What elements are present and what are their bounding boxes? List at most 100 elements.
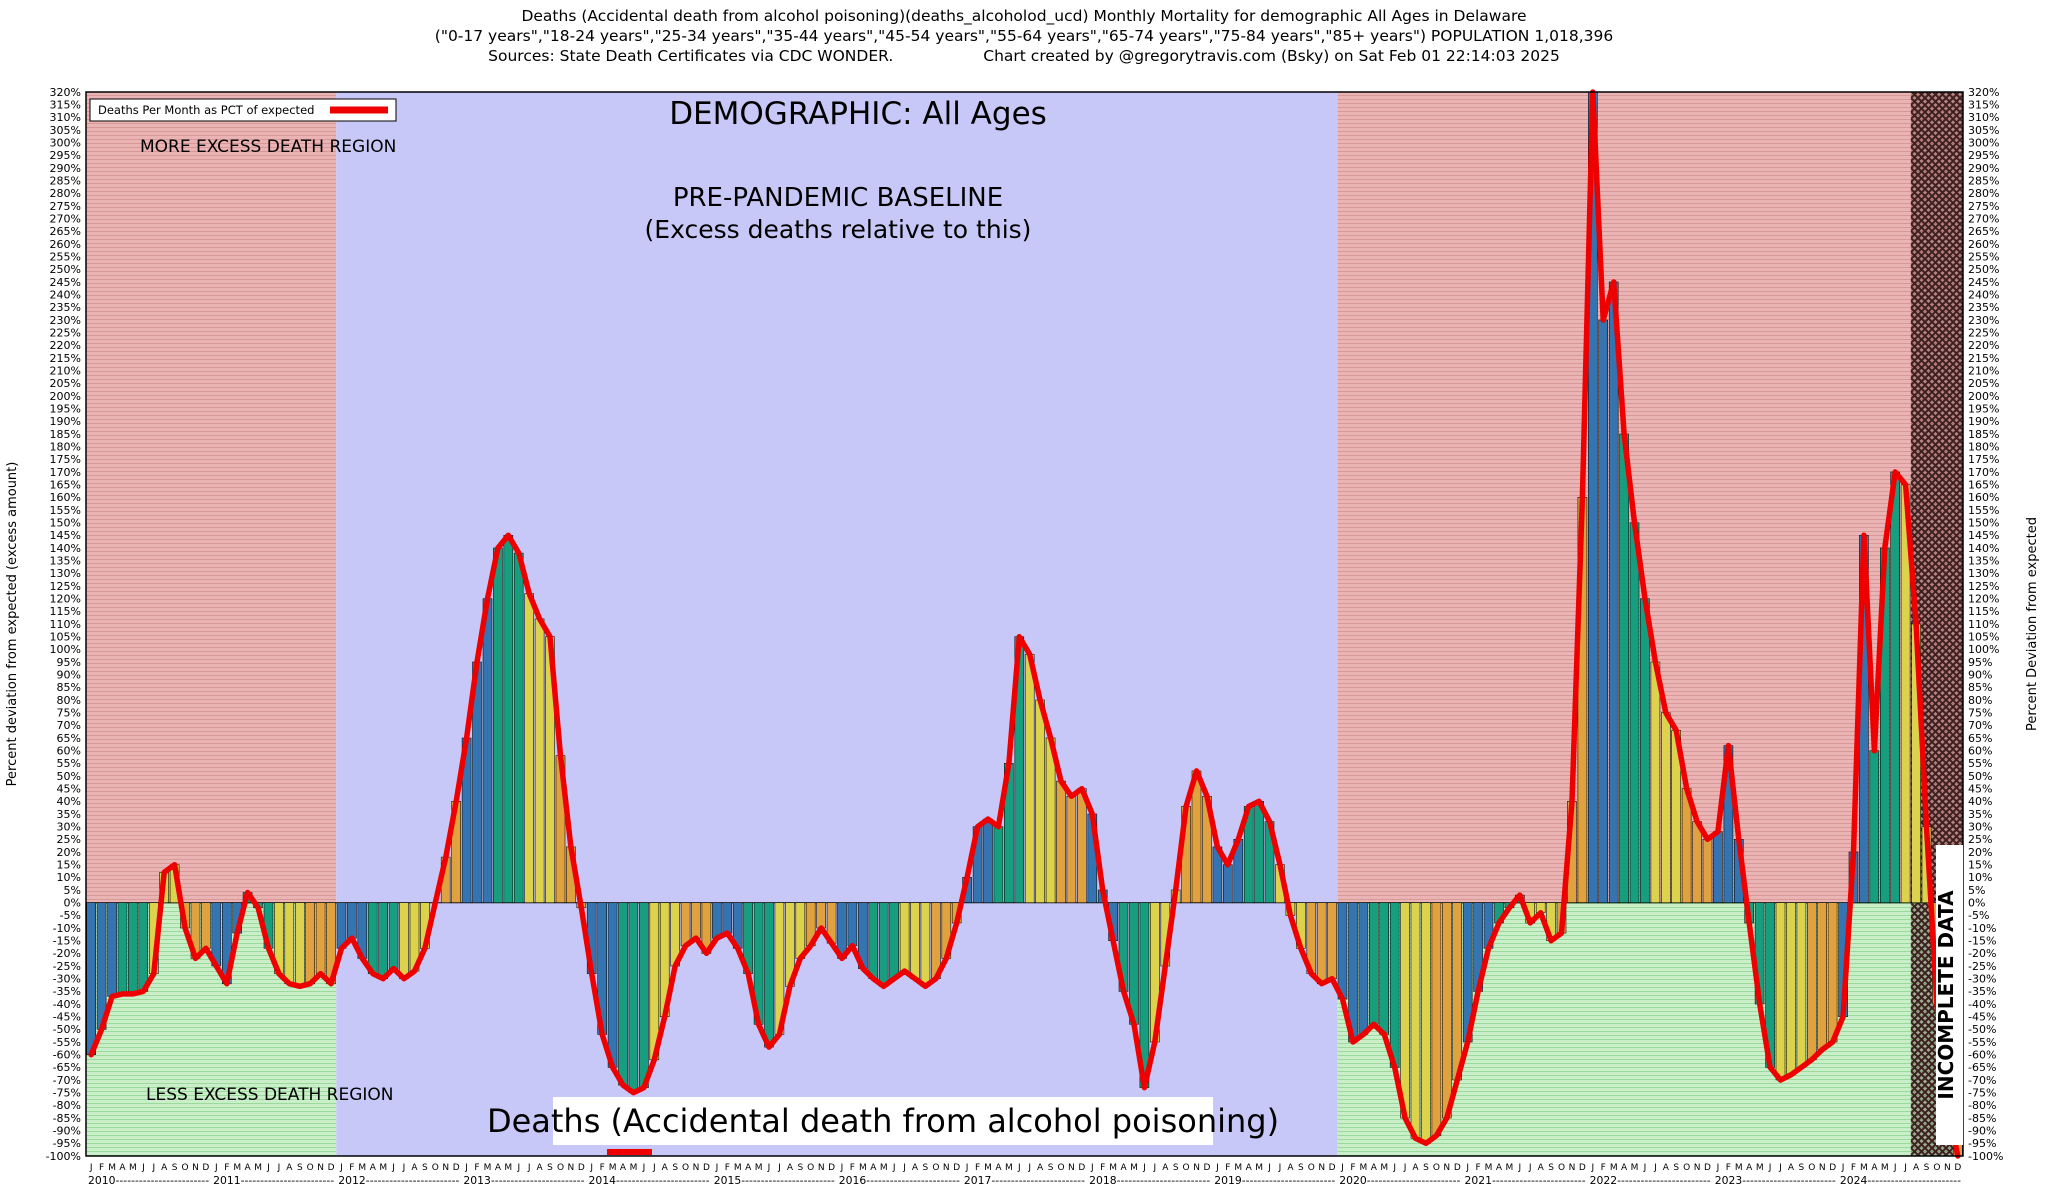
svg-text:125%: 125% — [1968, 580, 1999, 593]
more-excess-label: MORE EXCESS DEATH REGION — [140, 137, 396, 157]
svg-text:J: J — [715, 1163, 719, 1173]
header-line1: Deaths (Accidental death from alcohol po… — [521, 7, 1527, 25]
svg-text:135%: 135% — [1968, 555, 1999, 568]
svg-text:230%: 230% — [1968, 314, 1999, 327]
svg-text:2019------------------------: 2019------------------------ — [1214, 1174, 1335, 1187]
svg-text:M: M — [254, 1163, 262, 1173]
svg-text:155%: 155% — [50, 504, 81, 517]
svg-text:65%: 65% — [1968, 732, 1992, 745]
svg-text:J: J — [1403, 1163, 1407, 1173]
svg-text:2021------------------------: 2021------------------------ — [1465, 1174, 1586, 1187]
svg-text:100%: 100% — [50, 643, 81, 656]
legend-label: Deaths Per Month as PCT of expected — [98, 103, 314, 117]
svg-text:M: M — [630, 1163, 638, 1173]
svg-text:F: F — [99, 1163, 104, 1173]
svg-text:-5%: -5% — [1968, 909, 1989, 922]
svg-text:315%: 315% — [1968, 99, 1999, 112]
svg-text:A: A — [620, 1163, 627, 1173]
svg-text:O: O — [807, 1163, 814, 1173]
svg-text:2010------------------------: 2010------------------------ — [88, 1174, 209, 1187]
svg-text:290%: 290% — [50, 162, 81, 175]
svg-text:M: M — [108, 1163, 116, 1173]
svg-text:115%: 115% — [1968, 605, 1999, 618]
svg-text:A: A — [370, 1163, 377, 1173]
svg-text:245%: 245% — [50, 276, 81, 289]
svg-text:315%: 315% — [50, 99, 81, 112]
svg-text:M: M — [609, 1163, 617, 1173]
svg-text:A: A — [1663, 1163, 1670, 1173]
svg-text:J: J — [1841, 1163, 1845, 1173]
svg-text:A: A — [787, 1163, 794, 1173]
svg-text:180%: 180% — [1968, 441, 1999, 454]
svg-text:J: J — [89, 1163, 93, 1173]
svg-text:F: F — [1225, 1163, 1230, 1173]
svg-text:-80%: -80% — [53, 1099, 81, 1112]
svg-text:D: D — [1954, 1163, 1961, 1173]
svg-text:160%: 160% — [1968, 491, 1999, 504]
svg-text:A: A — [1538, 1163, 1545, 1173]
svg-text:2013------------------------: 2013------------------------ — [463, 1174, 584, 1187]
svg-text:-25%: -25% — [53, 960, 81, 973]
svg-text:105%: 105% — [1968, 631, 1999, 644]
svg-text:120%: 120% — [50, 593, 81, 606]
svg-text:55%: 55% — [1968, 757, 1992, 770]
svg-text:D: D — [453, 1163, 460, 1173]
svg-text:F: F — [474, 1163, 479, 1173]
svg-text:-65%: -65% — [1968, 1061, 1996, 1074]
svg-text:M: M — [755, 1163, 763, 1173]
svg-text:S: S — [1298, 1163, 1304, 1173]
svg-text:-50%: -50% — [53, 1023, 81, 1036]
svg-text:30%: 30% — [1968, 821, 1992, 834]
svg-text:J: J — [1142, 1163, 1146, 1173]
svg-text:-70%: -70% — [53, 1074, 81, 1087]
svg-text:F: F — [1476, 1163, 1481, 1173]
svg-text:J: J — [1893, 1163, 1897, 1173]
svg-text:M: M — [358, 1163, 366, 1173]
svg-text:30%: 30% — [57, 821, 81, 834]
svg-text:M: M — [379, 1163, 387, 1173]
svg-text:-80%: -80% — [1968, 1099, 1996, 1112]
svg-text:5%: 5% — [64, 884, 81, 897]
svg-text:J: J — [652, 1163, 656, 1173]
svg-text:J: J — [1278, 1163, 1282, 1173]
svg-text:A: A — [1871, 1163, 1878, 1173]
svg-text:N: N — [1569, 1163, 1576, 1173]
svg-text:S: S — [1173, 1163, 1179, 1173]
svg-text:F: F — [1100, 1163, 1105, 1173]
svg-text:O: O — [307, 1163, 314, 1173]
demographic-title: DEMOGRAPHIC: All Ages — [669, 96, 1047, 132]
svg-text:M: M — [1485, 1163, 1493, 1173]
svg-text:-75%: -75% — [53, 1087, 81, 1100]
svg-text:J: J — [391, 1163, 395, 1173]
svg-text:155%: 155% — [1968, 504, 1999, 517]
svg-text:J: J — [1768, 1163, 1772, 1173]
header-credit: Chart created by @gregorytravis.com (Bsk… — [983, 47, 1560, 65]
svg-text:J: J — [402, 1163, 406, 1173]
svg-text:S: S — [172, 1163, 178, 1173]
svg-text:F: F — [1851, 1163, 1856, 1173]
svg-text:-30%: -30% — [53, 973, 81, 986]
svg-text:2012------------------------: 2012------------------------ — [338, 1174, 459, 1187]
svg-text:165%: 165% — [1968, 479, 1999, 492]
svg-text:J: J — [1590, 1163, 1594, 1173]
svg-text:285%: 285% — [50, 175, 81, 188]
svg-text:A: A — [1412, 1163, 1419, 1173]
svg-text:J: J — [141, 1163, 145, 1173]
svg-text:A: A — [537, 1163, 544, 1173]
svg-text:N: N — [693, 1163, 700, 1173]
svg-text:310%: 310% — [1968, 111, 1999, 124]
svg-text:85%: 85% — [57, 681, 81, 694]
svg-text:-35%: -35% — [1968, 985, 1996, 998]
svg-text:S: S — [1799, 1163, 1805, 1173]
svg-text:J: J — [1392, 1163, 1396, 1173]
svg-text:70%: 70% — [1968, 719, 1992, 732]
svg-text:-85%: -85% — [53, 1112, 81, 1125]
svg-text:210%: 210% — [1968, 365, 1999, 378]
svg-text:F: F — [224, 1163, 229, 1173]
svg-text:M: M — [484, 1163, 492, 1173]
svg-text:220%: 220% — [50, 339, 81, 352]
svg-text:D: D — [1579, 1163, 1586, 1173]
svg-text:O: O — [682, 1163, 689, 1173]
svg-text:150%: 150% — [1968, 517, 1999, 530]
